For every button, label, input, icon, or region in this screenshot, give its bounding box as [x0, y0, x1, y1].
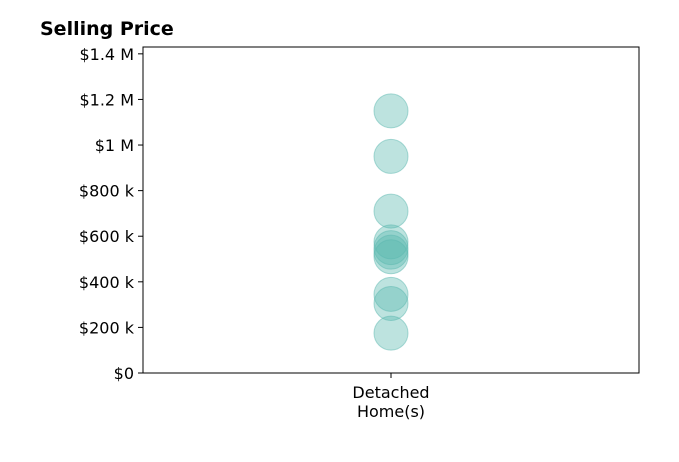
data-point	[373, 230, 409, 266]
y-tick-label: $1 M	[95, 136, 134, 155]
y-axis: $0 $200 k $400 k $600 k $800 k $1 M $1.2 M $1.4…	[79, 45, 143, 383]
chart-title: Selling Price	[40, 18, 174, 40]
data-point	[373, 315, 409, 351]
data-point	[373, 93, 409, 129]
y-tick-label: $200 k	[79, 318, 135, 337]
data-point	[373, 193, 409, 229]
x-category-label: Home(s)	[357, 402, 425, 421]
data-point	[373, 138, 409, 174]
y-tick-label: $1.4 M	[79, 45, 134, 64]
data-point	[373, 239, 409, 275]
x-category-label: Detached	[352, 383, 429, 402]
data-point	[373, 234, 409, 270]
y-tick-label: $1.2 M	[79, 90, 134, 109]
y-tick-label: $600 k	[79, 227, 135, 246]
data-points	[373, 93, 409, 351]
y-tick-label: $0	[114, 364, 134, 383]
data-point	[373, 285, 409, 321]
y-tick-label: $400 k	[79, 273, 135, 292]
y-tick-label: $800 k	[79, 182, 135, 201]
data-point	[373, 276, 409, 312]
